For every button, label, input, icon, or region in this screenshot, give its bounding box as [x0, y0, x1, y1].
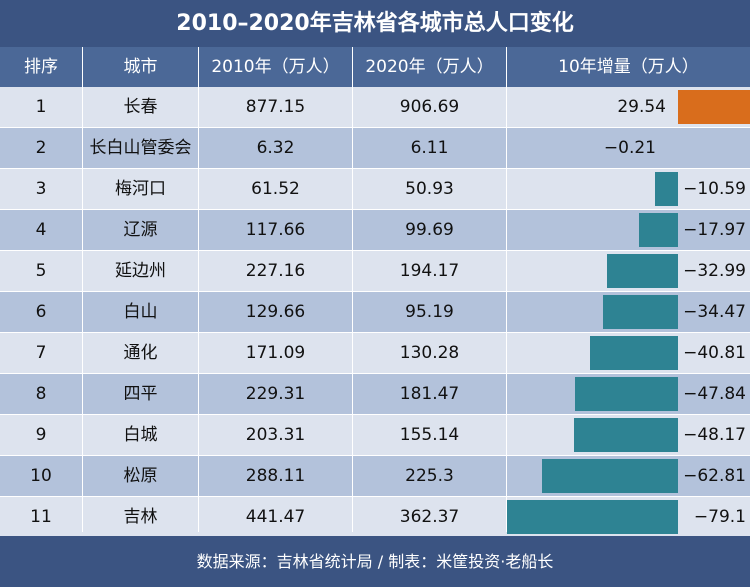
city-cell: 辽源 — [123, 220, 158, 240]
rank-cell: 8 — [35, 384, 47, 404]
pop2020-cell: 194.17 — [399, 261, 460, 281]
pop2020-cell: 6.11 — [410, 138, 449, 158]
table-row: 8 四平 229.31 181.47 −47.84 — [0, 374, 750, 414]
change-label: −48.17 — [683, 425, 746, 445]
pop2010-cell: 203.31 — [245, 425, 306, 445]
city-cell: 白山 — [123, 302, 158, 322]
change-label: −47.84 — [683, 384, 746, 404]
change-label: −40.81 — [683, 343, 746, 363]
change-bar — [639, 213, 678, 247]
pop2010-cell: 229.31 — [245, 384, 306, 404]
rank-cell: 11 — [30, 507, 52, 527]
table-row: 5 延边州 227.16 194.17 −32.99 — [0, 251, 750, 291]
change-label: −17.97 — [683, 220, 746, 240]
pop2010-cell: 117.66 — [245, 220, 306, 240]
pop2010-cell: 288.11 — [245, 466, 306, 486]
table-row: 10 松原 288.11 225.3 −62.81 — [0, 456, 750, 496]
pop2010-cell: 227.16 — [245, 261, 306, 281]
city-cell: 通化 — [123, 343, 158, 363]
rank-cell: 4 — [35, 220, 47, 240]
header-change: 10年增量（万人） — [558, 57, 699, 77]
pop2010-cell: 171.09 — [245, 343, 306, 363]
change-label: −79.1 — [693, 507, 746, 527]
pop2020-cell: 50.93 — [405, 179, 454, 199]
table-title: 2010–2020年吉林省各城市总人口变化 — [0, 0, 750, 47]
change-label: −10.59 — [683, 179, 746, 199]
rank-cell: 9 — [35, 425, 47, 445]
change-bar — [542, 459, 678, 493]
pop2020-cell: 225.3 — [405, 466, 454, 486]
rank-cell: 6 — [35, 302, 47, 322]
row-divider — [0, 373, 750, 374]
row-divider — [0, 250, 750, 251]
rank-cell: 5 — [35, 261, 47, 281]
pop2020-cell: 362.37 — [399, 507, 460, 527]
row-divider — [0, 168, 750, 169]
pop2020-cell: 130.28 — [399, 343, 460, 363]
city-cell: 长白山管委会 — [89, 138, 192, 158]
change-bar — [575, 377, 678, 411]
rank-cell: 7 — [35, 343, 47, 363]
column-divider — [198, 47, 199, 532]
pop2020-cell: 95.19 — [405, 302, 454, 322]
pop2010-cell: 441.47 — [245, 507, 306, 527]
table-row: 1 长春 877.15 906.69 29.54 — [0, 87, 750, 127]
table-row: 11 吉林 441.47 362.37 −79.1 — [0, 497, 750, 537]
rank-cell: 1 — [35, 97, 47, 117]
row-divider — [0, 455, 750, 456]
table-row: 6 白山 129.66 95.19 −34.47 — [0, 292, 750, 332]
column-divider — [506, 47, 507, 532]
change-bar — [607, 254, 678, 288]
change-label: −62.81 — [683, 466, 746, 486]
change-bar — [655, 172, 678, 206]
row-divider — [0, 332, 750, 333]
city-cell: 梅河口 — [115, 179, 166, 199]
change-bar — [574, 418, 678, 452]
row-divider — [0, 127, 750, 128]
table-row: 4 辽源 117.66 99.69 −17.97 — [0, 210, 750, 250]
column-divider — [82, 47, 83, 532]
pop2020-cell: 99.69 — [405, 220, 454, 240]
pop2010-cell: 877.15 — [245, 97, 306, 117]
change-bar — [603, 295, 678, 329]
table-row: 2 长白山管委会 6.32 6.11 −0.21 — [0, 128, 750, 168]
city-cell: 延边州 — [115, 261, 166, 281]
pop2010-cell: 6.32 — [256, 138, 295, 158]
table-row: 9 白城 203.31 155.14 −48.17 — [0, 415, 750, 455]
pop2020-cell: 181.47 — [399, 384, 460, 404]
table-footer: 数据来源：吉林省统计局 / 制表：米筐投资·老船长 — [0, 536, 750, 587]
change-label: −32.99 — [683, 261, 746, 281]
rank-cell: 2 — [35, 138, 47, 158]
change-bar — [590, 336, 678, 370]
city-cell: 白城 — [123, 425, 158, 445]
row-divider — [0, 496, 750, 497]
change-bar — [678, 90, 750, 124]
row-divider — [0, 209, 750, 210]
change-label: 29.54 — [617, 97, 666, 117]
header-rank: 排序 — [24, 57, 58, 77]
column-divider — [352, 47, 353, 532]
pop2020-cell: 155.14 — [399, 425, 460, 445]
header-2010: 2010年（万人） — [211, 57, 340, 77]
row-divider — [0, 414, 750, 415]
change-bar — [507, 500, 678, 534]
city-cell: 吉林 — [123, 507, 158, 527]
rank-cell: 10 — [30, 466, 52, 486]
city-cell: 长春 — [123, 97, 158, 117]
city-cell: 松原 — [123, 466, 158, 486]
table-row: 3 梅河口 61.52 50.93 −10.59 — [0, 169, 750, 209]
header-2020: 2020年（万人） — [365, 57, 494, 77]
pop2010-cell: 61.52 — [251, 179, 300, 199]
header-city: 城市 — [123, 57, 158, 77]
rank-cell: 3 — [35, 179, 47, 199]
pop2020-cell: 906.69 — [399, 97, 460, 117]
row-divider — [0, 291, 750, 292]
table-header: 排序 城市 2010年（万人） 2020年（万人） 10年增量（万人） — [0, 47, 750, 87]
change-label: −0.21 — [603, 138, 656, 158]
pop2010-cell: 129.66 — [245, 302, 306, 322]
table-row: 7 通化 171.09 130.28 −40.81 — [0, 333, 750, 373]
change-label: −34.47 — [683, 302, 746, 322]
city-cell: 四平 — [123, 384, 158, 404]
